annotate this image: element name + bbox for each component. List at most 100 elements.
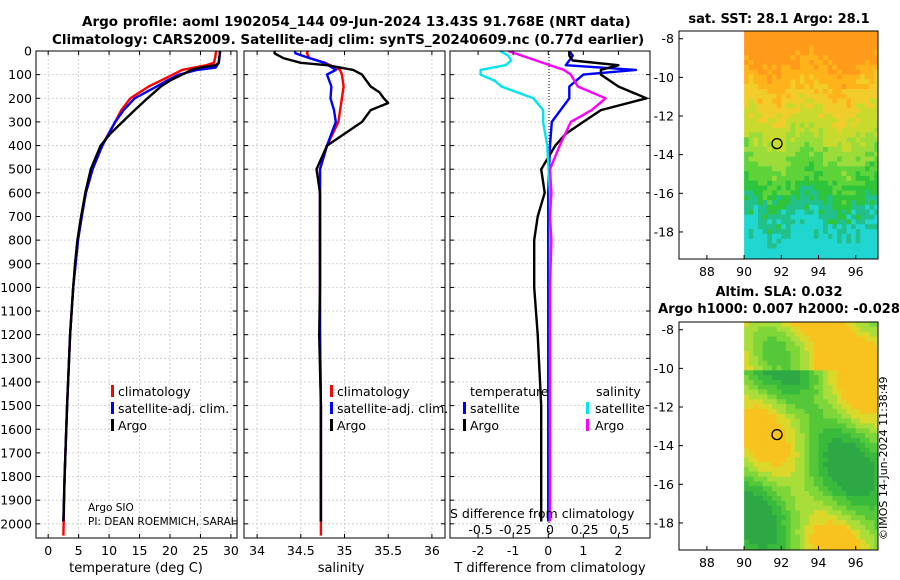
map-cell bbox=[748, 544, 754, 550]
map-cell bbox=[869, 355, 875, 362]
map-cell bbox=[837, 326, 843, 333]
map-cell bbox=[827, 137, 833, 143]
map-cell bbox=[762, 394, 768, 400]
map-cell bbox=[785, 69, 791, 75]
map-cell bbox=[813, 351, 819, 357]
map-cell bbox=[846, 209, 852, 215]
map-cell bbox=[785, 209, 791, 215]
map-cell bbox=[869, 243, 875, 249]
map-cell bbox=[874, 50, 878, 56]
map-cell bbox=[874, 380, 878, 386]
map-cell bbox=[855, 380, 861, 386]
top-x-tick-label: -0.5 bbox=[468, 522, 492, 537]
map-cell bbox=[748, 433, 754, 439]
map-cell bbox=[813, 505, 819, 511]
map-cell bbox=[799, 346, 805, 352]
x-tick-label: 34.5 bbox=[287, 543, 315, 558]
map-cell bbox=[744, 437, 750, 444]
map-cell bbox=[869, 89, 875, 95]
map-cell bbox=[762, 200, 768, 206]
map-cell bbox=[748, 336, 754, 342]
map-cell bbox=[869, 389, 875, 395]
map-cell bbox=[855, 481, 861, 487]
map-cell bbox=[827, 224, 833, 230]
map-cell bbox=[837, 190, 843, 196]
map-cell bbox=[827, 166, 833, 172]
map-cell bbox=[799, 423, 805, 429]
map-cell bbox=[767, 486, 773, 492]
y-tick-label: 1400 bbox=[0, 374, 32, 389]
map-cell bbox=[851, 365, 857, 371]
map-cell bbox=[874, 171, 878, 177]
map-cell bbox=[855, 103, 861, 109]
map-cell bbox=[874, 375, 878, 381]
map-cell bbox=[841, 171, 847, 177]
map-cell bbox=[772, 103, 778, 109]
map-cell bbox=[790, 84, 796, 90]
map-cell bbox=[762, 457, 768, 463]
map-cell bbox=[776, 253, 782, 259]
map-cell bbox=[781, 175, 787, 182]
map-cell bbox=[776, 238, 782, 244]
map-cell bbox=[795, 31, 801, 37]
map-cell bbox=[869, 113, 875, 119]
map-cell bbox=[776, 243, 782, 249]
map-cell bbox=[776, 142, 782, 148]
map-cell bbox=[772, 510, 778, 516]
map-cell bbox=[837, 375, 843, 381]
map-cell bbox=[804, 322, 810, 328]
map-cell bbox=[776, 524, 782, 531]
map-cell bbox=[837, 341, 843, 347]
map-cell bbox=[790, 142, 796, 148]
map-cell bbox=[832, 428, 838, 434]
map-cell bbox=[860, 336, 866, 342]
map-cell bbox=[869, 476, 875, 482]
map-cell bbox=[869, 209, 875, 215]
map-cell bbox=[818, 433, 824, 439]
map-cell bbox=[865, 355, 871, 362]
map-cell bbox=[809, 331, 815, 337]
map-cell bbox=[855, 457, 861, 463]
y-tick-label: 400 bbox=[8, 138, 32, 153]
map-cell bbox=[828, 263, 833, 268]
map-cell bbox=[860, 31, 866, 37]
map-cell bbox=[753, 428, 759, 434]
map-cell bbox=[823, 253, 829, 259]
map-cell bbox=[841, 437, 847, 444]
map-cell bbox=[781, 156, 787, 162]
map-cell bbox=[758, 122, 764, 129]
map-cell bbox=[818, 151, 824, 158]
map-cell bbox=[781, 520, 787, 526]
map-cell bbox=[860, 103, 866, 109]
map-cell bbox=[813, 529, 819, 535]
map-cell bbox=[851, 351, 857, 357]
map-cell bbox=[781, 375, 787, 381]
salinity-ticks: 34 34.5 35 35.5 36 bbox=[244, 50, 445, 558]
map-cell bbox=[767, 365, 773, 371]
map-cell bbox=[841, 495, 847, 502]
map-cell bbox=[799, 98, 805, 104]
map-cell bbox=[851, 500, 857, 506]
map-cell bbox=[799, 520, 805, 526]
x-tick-label: -1 bbox=[507, 543, 519, 558]
temperature-series bbox=[62, 51, 222, 536]
series-line-argo bbox=[62, 51, 222, 522]
map-cell bbox=[776, 171, 782, 177]
map-cell bbox=[799, 457, 805, 463]
map-cell bbox=[748, 248, 754, 254]
map-cell bbox=[837, 98, 843, 104]
map-cell bbox=[758, 428, 764, 434]
map-cell bbox=[874, 248, 878, 254]
map-cell bbox=[841, 200, 847, 206]
map-cell bbox=[841, 64, 847, 71]
map-cell bbox=[869, 224, 875, 230]
map-cell bbox=[865, 166, 871, 172]
map-cell bbox=[758, 346, 764, 352]
map-cell bbox=[781, 341, 787, 347]
map-cell bbox=[799, 481, 805, 487]
map-cell bbox=[748, 505, 754, 511]
map-cell bbox=[841, 428, 847, 434]
map-cell bbox=[744, 520, 750, 526]
map-cell bbox=[753, 452, 759, 458]
map-cell bbox=[865, 418, 871, 424]
